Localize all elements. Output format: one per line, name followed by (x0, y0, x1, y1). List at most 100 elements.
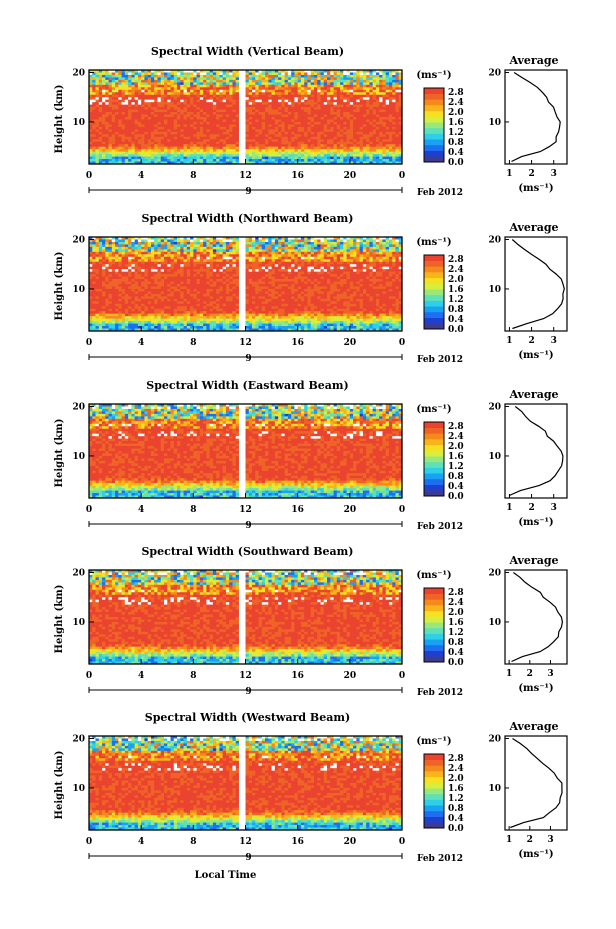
heatmap-cell (395, 161, 400, 165)
heatmap-cell (284, 254, 289, 258)
heatmap-cell (232, 102, 237, 106)
heatmap-cell (300, 79, 305, 83)
heatmap-cell (134, 156, 139, 160)
heatmap-cell (157, 264, 162, 268)
heatmap-cell (362, 112, 367, 115)
heatmap-cell (111, 249, 116, 253)
heatmap-cell (304, 99, 308, 103)
heatmap-cell (115, 94, 119, 98)
colorbar-tick-label: 1.6 (448, 118, 464, 128)
heatmap-cell (385, 144, 390, 148)
heatmap-cell (346, 266, 351, 270)
heatmap-cell (173, 156, 178, 160)
heatmap-cell (245, 121, 250, 125)
heatmap-cell (209, 139, 214, 143)
heatmap-cell (366, 146, 370, 150)
heatmap-cell (258, 139, 263, 143)
heatmap-cell (144, 269, 149, 273)
heatmap-cell (340, 112, 344, 115)
heatmap-cell (131, 114, 136, 118)
heatmap-cell (274, 114, 279, 118)
heatmap-cell (255, 117, 259, 120)
heatmap-cell (203, 126, 207, 130)
heatmap-cell (196, 239, 201, 243)
heatmap-cell (199, 154, 204, 157)
heatmap-cell (255, 92, 259, 96)
heatmap-cell (212, 102, 217, 106)
heatmap-cell (216, 72, 220, 76)
heatmap-cell (190, 112, 194, 115)
heatmap-cell (206, 246, 211, 250)
heatmap-cell (304, 239, 308, 243)
heatmap-cell (297, 244, 302, 248)
heatmap-cell (268, 89, 272, 93)
heatmap-cell (199, 99, 204, 103)
heatmap-cell (196, 97, 201, 101)
heatmap-cell (206, 117, 211, 120)
heatmap-cell (268, 129, 272, 133)
heatmap-cell (291, 244, 295, 248)
heatmap-cell (186, 121, 191, 125)
heatmap-cell (398, 264, 403, 268)
heatmap-cell (336, 131, 341, 135)
heatmap-cell (349, 249, 354, 253)
heatmap-cell (343, 237, 347, 240)
heatmap-cell (375, 154, 380, 157)
heatmap-cell (141, 104, 145, 108)
heatmap-cell (310, 149, 315, 153)
heatmap-cell (294, 107, 299, 110)
heatmap-cell (310, 104, 315, 108)
heatmap-cell (95, 129, 100, 133)
heatmap-cell (294, 102, 299, 106)
heatmap-cell (268, 126, 272, 130)
heatmap-cell (242, 149, 246, 153)
heatmap-cell (209, 74, 214, 78)
heatmap-cell (356, 151, 361, 155)
heatmap-cell (115, 134, 119, 138)
avg-x-tick-label: 2 (528, 169, 534, 179)
heatmap-cell (193, 136, 197, 140)
heatmap-cell (362, 254, 367, 258)
heatmap-cell (89, 249, 93, 253)
heatmap-cell (382, 131, 387, 135)
heatmap-cell (310, 146, 315, 150)
heatmap-cell (353, 154, 357, 157)
heatmap-cell (388, 129, 393, 133)
heatmap-cell (287, 109, 292, 113)
heatmap-cell (336, 79, 341, 83)
heatmap-cell (300, 154, 305, 157)
heatmap-cell (294, 92, 299, 96)
heatmap-cell (190, 239, 194, 243)
heatmap-cell (369, 266, 374, 270)
heatmap-cell (141, 264, 145, 268)
heatmap-cell (212, 149, 217, 153)
heatmap-cell (330, 146, 334, 150)
heatmap-cell (154, 124, 158, 128)
heatmap-cell (115, 99, 119, 103)
heatmap-cell (304, 249, 308, 253)
heatmap-cell (150, 94, 155, 98)
heatmap-cell (268, 159, 272, 162)
heatmap-cell (167, 144, 171, 148)
heatmap-cell (206, 136, 211, 140)
heatmap-cell (105, 146, 109, 150)
heatmap-cell (157, 79, 162, 83)
heatmap-cell (395, 112, 400, 115)
heatmap-cell (327, 124, 331, 128)
heatmap-cell (232, 124, 237, 128)
heatmap-cell (248, 261, 253, 265)
heatmap-cell (349, 97, 354, 101)
heatmap-cell (102, 94, 106, 98)
heatmap-cell (320, 251, 325, 255)
heatmap-cell (170, 239, 175, 243)
heatmap-cell (388, 131, 393, 135)
heatmap-cell (317, 129, 321, 133)
heatmap-cell (327, 119, 331, 123)
heatmap-cell (281, 117, 286, 120)
heatmap-cell (186, 139, 191, 143)
heatmap-cell (124, 144, 129, 148)
heatmap-cell (336, 256, 341, 260)
heatmap-cell (102, 244, 106, 248)
heatmap-cell (379, 151, 383, 155)
heatmap-cell (154, 84, 158, 88)
